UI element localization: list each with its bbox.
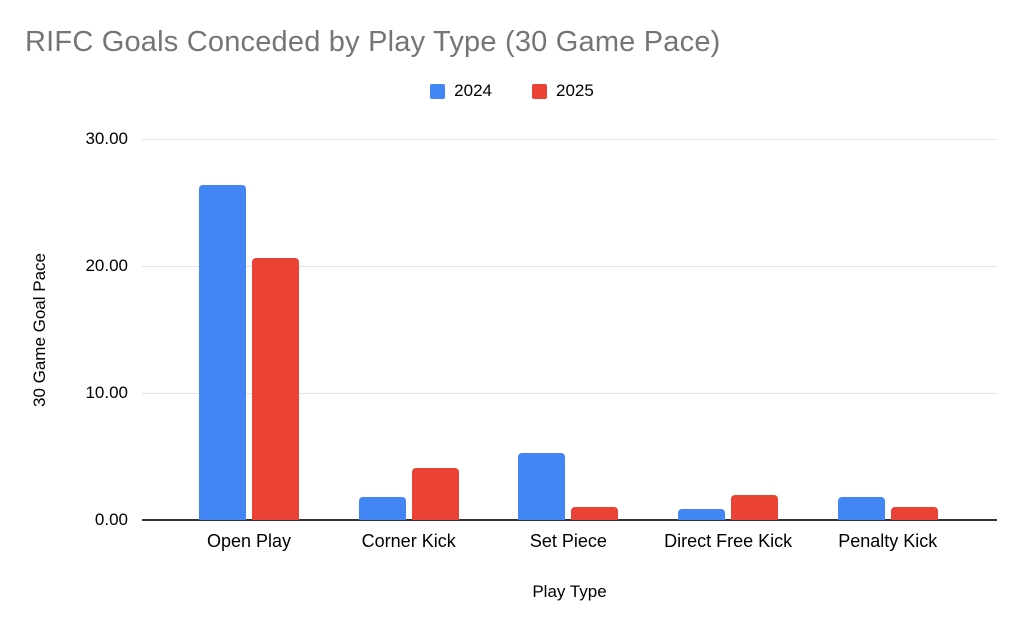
bar-2024-set-piece[interactable] [518, 452, 566, 520]
legend-item-2024: 2024 [430, 81, 492, 101]
bar-2025-direct-free-kick[interactable] [731, 494, 779, 520]
y-tick-label-30: 30.00 [85, 129, 128, 148]
y-tick-label-10: 10.00 [85, 383, 128, 402]
bar-group-set-piece [518, 452, 619, 520]
legend-item-2025: 2025 [532, 81, 594, 101]
bar-2024-corner-kick[interactable] [358, 497, 406, 520]
bar-group-penalty-kick [837, 497, 938, 520]
bar-group-direct-free-kick [678, 494, 779, 520]
bar-2025-open-play[interactable] [252, 258, 299, 520]
plot-area [142, 139, 997, 521]
bar-2024-penalty-kick[interactable] [837, 497, 885, 520]
bar-2025-penalty-kick[interactable] [890, 507, 938, 520]
category-label-set-piece: Set Piece [529, 531, 607, 551]
category-label-open-play: Open Play [206, 531, 292, 551]
chart-legend: 2024 2025 [0, 81, 1024, 101]
bar-2025-corner-kick[interactable] [411, 467, 459, 520]
x-axis-line [142, 519, 997, 521]
legend-label-2025: 2025 [556, 81, 594, 100]
bar-2024-open-play[interactable] [199, 184, 246, 520]
bar-group-open-play [199, 184, 299, 520]
gridline-20 [142, 266, 997, 267]
gridline-30 [142, 139, 997, 140]
legend-swatch-2025 [532, 83, 547, 99]
legend-swatch-2024 [430, 83, 446, 99]
x-axis-title: Play Type [532, 582, 607, 601]
category-label-penalty-kick: Penalty Kick [838, 531, 938, 551]
legend-label-2024: 2024 [454, 81, 492, 100]
bar-2025-set-piece[interactable] [571, 507, 619, 520]
category-label-direct-free-kick: Direct Free Kick [664, 531, 793, 551]
gridline-10 [142, 393, 997, 394]
y-tick-label-0: 0.00 [94, 510, 128, 529]
bar-group-corner-kick [358, 467, 459, 520]
y-tick-label-20: 20.00 [85, 256, 128, 275]
category-label-corner-kick: Corner Kick [361, 531, 456, 551]
chart-title: RIFC Goals Conceded by Play Type (30 Gam… [25, 26, 721, 58]
bar-2024-direct-free-kick[interactable] [678, 508, 726, 520]
